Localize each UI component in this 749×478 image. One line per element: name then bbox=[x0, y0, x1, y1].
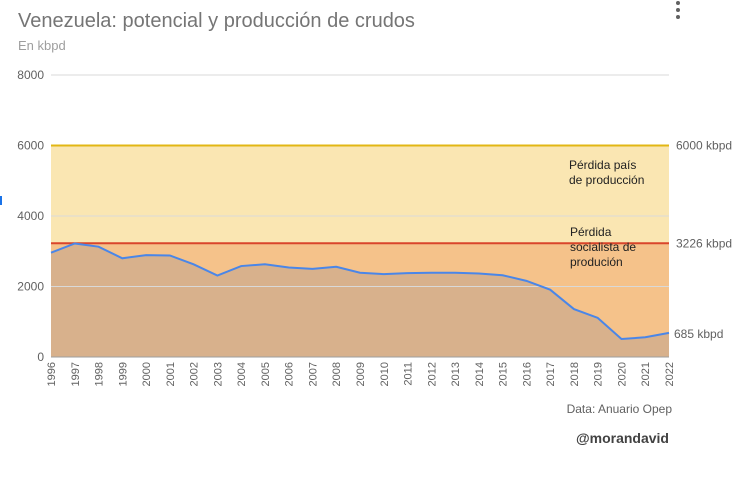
x-tick-label: 1996 bbox=[46, 362, 58, 386]
x-tick-label: 1997 bbox=[70, 362, 82, 386]
y-tick-label: 6000 bbox=[17, 139, 44, 153]
x-tick-label: 2010 bbox=[379, 362, 391, 386]
more-vert-icon[interactable] bbox=[668, 0, 688, 20]
y-tick-label: 8000 bbox=[17, 68, 44, 82]
x-tick-label: 2001 bbox=[165, 362, 177, 386]
x-tick-label: 2011 bbox=[403, 362, 415, 386]
production-area bbox=[51, 243, 669, 357]
x-tick-label: 2005 bbox=[260, 362, 272, 386]
x-tick-label: 2022 bbox=[664, 362, 676, 386]
annotation-text: Pérdida bbox=[570, 225, 612, 239]
x-tick-label: 2016 bbox=[521, 362, 533, 386]
x-tick-label: 2014 bbox=[474, 362, 486, 386]
y-tick-label: 2000 bbox=[17, 280, 44, 294]
production-line bbox=[50, 242, 670, 341]
x-tick-label: 2000 bbox=[141, 362, 153, 386]
x-tick-label: 2004 bbox=[236, 362, 248, 386]
x-tick-label: 2015 bbox=[498, 362, 510, 386]
x-tick-label: 2012 bbox=[426, 362, 438, 386]
x-tick-label: 2018 bbox=[569, 362, 581, 386]
annotation-text: socialista de bbox=[570, 240, 636, 254]
potential-loss-band bbox=[51, 145, 669, 244]
annotation-text: produción bbox=[570, 255, 623, 269]
annotation-text: Pérdida país bbox=[569, 158, 636, 172]
x-tick-label: 2019 bbox=[593, 362, 605, 386]
author-handle: @morandavid bbox=[575, 430, 669, 446]
x-tick-label: 2003 bbox=[212, 362, 224, 386]
y-tick-label: 4000 bbox=[17, 209, 44, 223]
socialist-value-label: 3226 kbpd bbox=[676, 236, 732, 250]
y-tick-label: 0 bbox=[37, 350, 44, 364]
x-tick-label: 2021 bbox=[640, 362, 652, 386]
x-tick-label: 2008 bbox=[331, 362, 343, 386]
x-tick-label: 1998 bbox=[94, 362, 106, 386]
x-tick-label: 2002 bbox=[189, 362, 201, 386]
x-tick-label: 2009 bbox=[355, 362, 367, 386]
x-tick-label: 2020 bbox=[616, 362, 628, 386]
scroll-indicator bbox=[0, 196, 2, 205]
chart-title: Venezuela: potencial y producción de cru… bbox=[18, 10, 415, 32]
annotation-text: de producción bbox=[569, 173, 644, 187]
x-tick-label: 1999 bbox=[117, 362, 129, 386]
x-tick-label: 2006 bbox=[284, 362, 296, 386]
x-tick-label: 2007 bbox=[307, 362, 319, 386]
chart-subtitle: En kbpd bbox=[18, 38, 66, 53]
production-end-label: 685 kbpd bbox=[674, 327, 723, 341]
x-tick-label: 2017 bbox=[545, 362, 557, 386]
x-tick-label: 2013 bbox=[450, 362, 462, 386]
data-source: Data: Anuario Opep bbox=[566, 402, 672, 416]
potential-value-label: 6000 kbpd bbox=[676, 139, 732, 153]
